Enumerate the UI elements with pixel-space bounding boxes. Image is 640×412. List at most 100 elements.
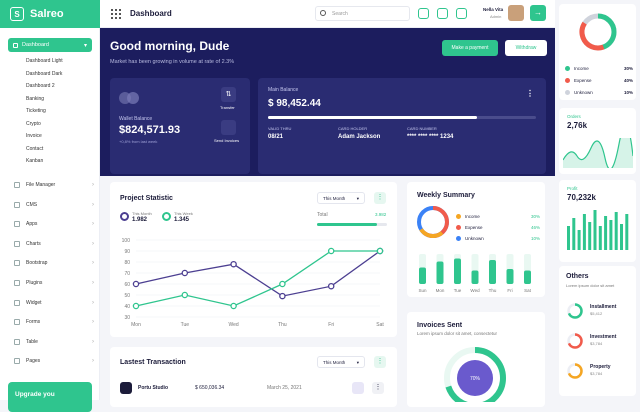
menu-grid-icon[interactable] (111, 9, 121, 19)
x-tick-label: Tue (181, 322, 190, 328)
notification-icon[interactable] (437, 8, 448, 19)
sidebar-item-label: File Manager (26, 182, 56, 188)
project-filter[interactable]: This Month ▾ (317, 192, 365, 204)
orders-sparkline (563, 138, 633, 168)
sidebar-item[interactable]: File Manager › (14, 182, 94, 188)
make-payment-button[interactable]: Make a payment (442, 40, 498, 56)
sidebar-item[interactable]: Widget › (14, 299, 94, 306)
this-week-icon (162, 212, 171, 221)
project-title: Project Statistic (120, 195, 173, 202)
withdraw-button[interactable]: Withdraw (505, 40, 547, 56)
weekly-day-label: Tue (454, 288, 462, 293)
data-point (327, 247, 335, 255)
sidebar-item[interactable]: Apps › (14, 221, 94, 228)
sidebar-subitem[interactable]: Kanban (26, 158, 44, 164)
download-icon[interactable] (352, 382, 364, 394)
sidebar-subitem[interactable]: Ticketing (26, 108, 46, 114)
weekly-bar (489, 260, 496, 284)
more-icon[interactable]: ⋮ (372, 382, 384, 394)
orders-label: Orders (567, 114, 581, 119)
greeting-subtitle: Market has been growing in volume at rat… (110, 59, 235, 65)
sidebar-subitem[interactable]: Banking (26, 95, 45, 102)
search-placeholder: Search (332, 11, 348, 17)
sidebar-subitem[interactable]: Invoice (26, 133, 42, 139)
message-icon[interactable] (456, 8, 467, 19)
sidebar-item-dashboard[interactable]: Dashboard ▾ (8, 38, 92, 52)
invoice-icon[interactable] (221, 120, 236, 135)
x-tick-label: Thu (278, 322, 287, 328)
settings-icon[interactable] (418, 8, 429, 19)
chevron-down-icon: ▾ (83, 42, 87, 49)
weekly-summary-card: Weekly Summary Income 30% Expense 46% Unknow… (407, 182, 545, 297)
x-tick-label: Fri (328, 322, 334, 328)
holder-value: Adam Jackson (338, 134, 381, 140)
search-input[interactable]: Search (315, 6, 410, 21)
sidebar-item[interactable]: CMS › (14, 201, 94, 208)
weekly-legend-item: Unknown 10% (456, 233, 540, 244)
sidebar-item[interactable]: Pages › (14, 358, 94, 365)
sidebar-item-label: Charts (26, 240, 41, 247)
chevron-right-icon: › (92, 201, 94, 208)
menu-icon (14, 260, 20, 267)
transactions-filter[interactable]: This Month ▾ (317, 356, 365, 368)
more-icon[interactable]: ⋮ (374, 356, 386, 368)
chevron-right-icon: › (92, 299, 94, 306)
sidebar: S Salreo Dashboard ▾ Dashboard Light Dash… (0, 0, 100, 412)
number-value: **** **** **** 1234 (407, 134, 454, 140)
data-point (132, 280, 140, 288)
weekly-title: Weekly Summary (417, 192, 475, 199)
data-point (376, 247, 384, 255)
sidebar-subitem[interactable]: Dashboard Light (26, 58, 63, 64)
sidebar-item[interactable]: Plugins › (14, 280, 94, 286)
weekly-donut (417, 206, 449, 238)
menu-icon (14, 358, 20, 365)
wallet-label: Wallet Balance (119, 116, 153, 122)
data-point (279, 292, 286, 300)
series-line (135, 250, 381, 297)
data-point (327, 282, 335, 290)
transfer-icon[interactable]: ⇅ (221, 87, 236, 102)
upgrade-banner[interactable]: Upgrade you (8, 382, 92, 412)
user-name: Nella Vita (483, 7, 504, 12)
sidebar-item-label: Widget (26, 299, 42, 306)
weekly-day-label: Mon (436, 288, 445, 293)
sidebar-item-label: Plugins (26, 280, 43, 286)
sidebar-item[interactable]: Bootstrap › (14, 260, 94, 267)
weekly-bar (436, 261, 444, 284)
sidebar-item[interactable]: Forms › (14, 319, 94, 326)
others-title: Others (566, 273, 589, 280)
avatar[interactable] (508, 5, 524, 21)
weekly-bar (524, 270, 531, 284)
sidebar-item[interactable]: Charts › (14, 240, 94, 247)
sidebar-item[interactable]: Table › (14, 338, 94, 345)
brand[interactable]: S Salreo (0, 0, 100, 28)
others-item: Investment $3,784 (566, 330, 632, 352)
others-ring-icon (567, 303, 583, 319)
more-icon[interactable]: ⋮ (374, 192, 386, 204)
sidebar-subitem[interactable]: Dashboard Dark (26, 70, 63, 77)
transactions-card: Lastest Transaction This Month ▾ ⋮ Portu … (110, 347, 397, 407)
profit-bars (567, 210, 629, 250)
logout-button[interactable]: → (530, 5, 546, 21)
wallet-change: +0,8% from last week (119, 139, 158, 144)
y-tick-label: 80 (124, 260, 130, 266)
total-progress (317, 223, 387, 226)
sidebar-subitem[interactable]: Dashboard 2 (26, 83, 55, 89)
dashboard-icon (13, 42, 18, 48)
wallet-card: Wallet Balance $824,571.93 +0,8% from la… (110, 78, 250, 174)
transfer-label: Transfer (220, 105, 235, 110)
sidebar-subitem[interactable]: Crypto (26, 120, 41, 127)
sidebar-item-label: Pages (26, 358, 41, 365)
x-tick-label: Wed (228, 322, 238, 328)
data-point (181, 291, 189, 299)
main-balance-label: Main Balance (268, 87, 299, 93)
profit-bar (614, 212, 618, 250)
profit-card: Profit 70,232k (559, 180, 636, 262)
donut-legend-item: Unknown 10% (565, 86, 633, 98)
profit-bar (598, 226, 602, 250)
invoices-title: Invoices Sent (417, 322, 463, 329)
y-tick-label: 40 (124, 304, 130, 310)
others-ring-icon (567, 363, 583, 379)
sidebar-subitem[interactable]: Contact (26, 145, 44, 152)
more-icon[interactable]: ⋮ (526, 89, 534, 98)
